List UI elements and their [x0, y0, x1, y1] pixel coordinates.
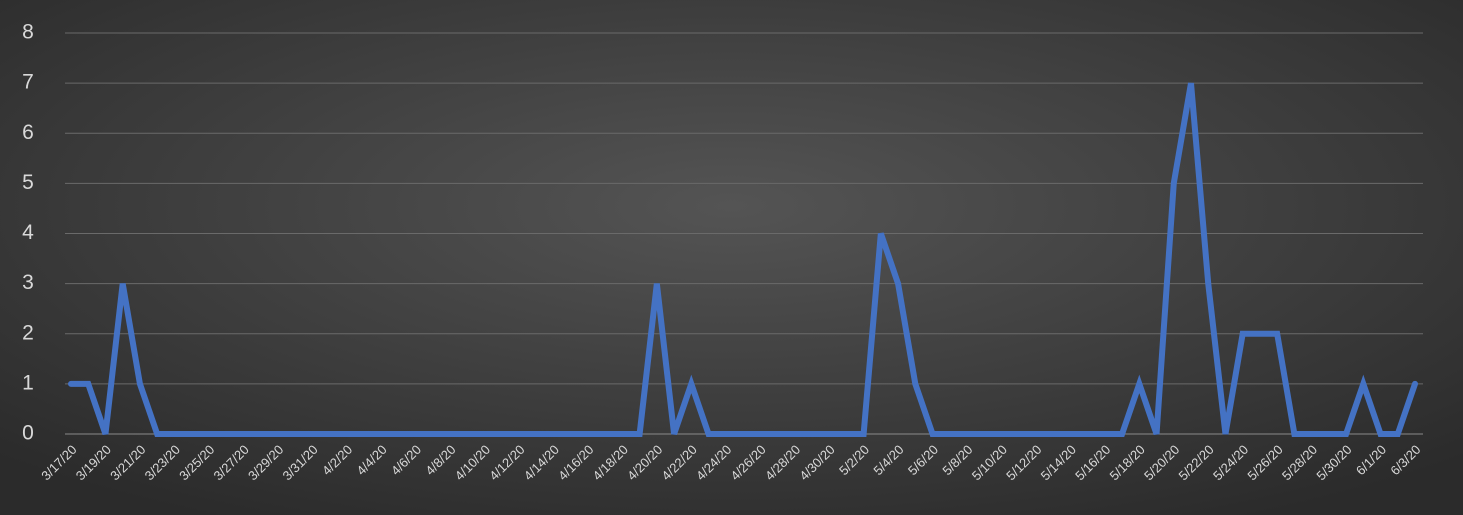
y-tick-label: 6 — [22, 121, 34, 144]
data-line — [68, 82, 1418, 437]
y-tick-label: 0 — [22, 422, 34, 445]
y-tick-label: 3 — [22, 271, 34, 294]
y-tick-label: 7 — [22, 71, 34, 94]
y-tick-label: 4 — [22, 221, 34, 244]
y-tick-label: 8 — [22, 21, 34, 44]
y-tick-label: 5 — [22, 171, 34, 194]
y-tick-label: 1 — [22, 371, 34, 394]
y-tick-label: 2 — [22, 321, 34, 344]
